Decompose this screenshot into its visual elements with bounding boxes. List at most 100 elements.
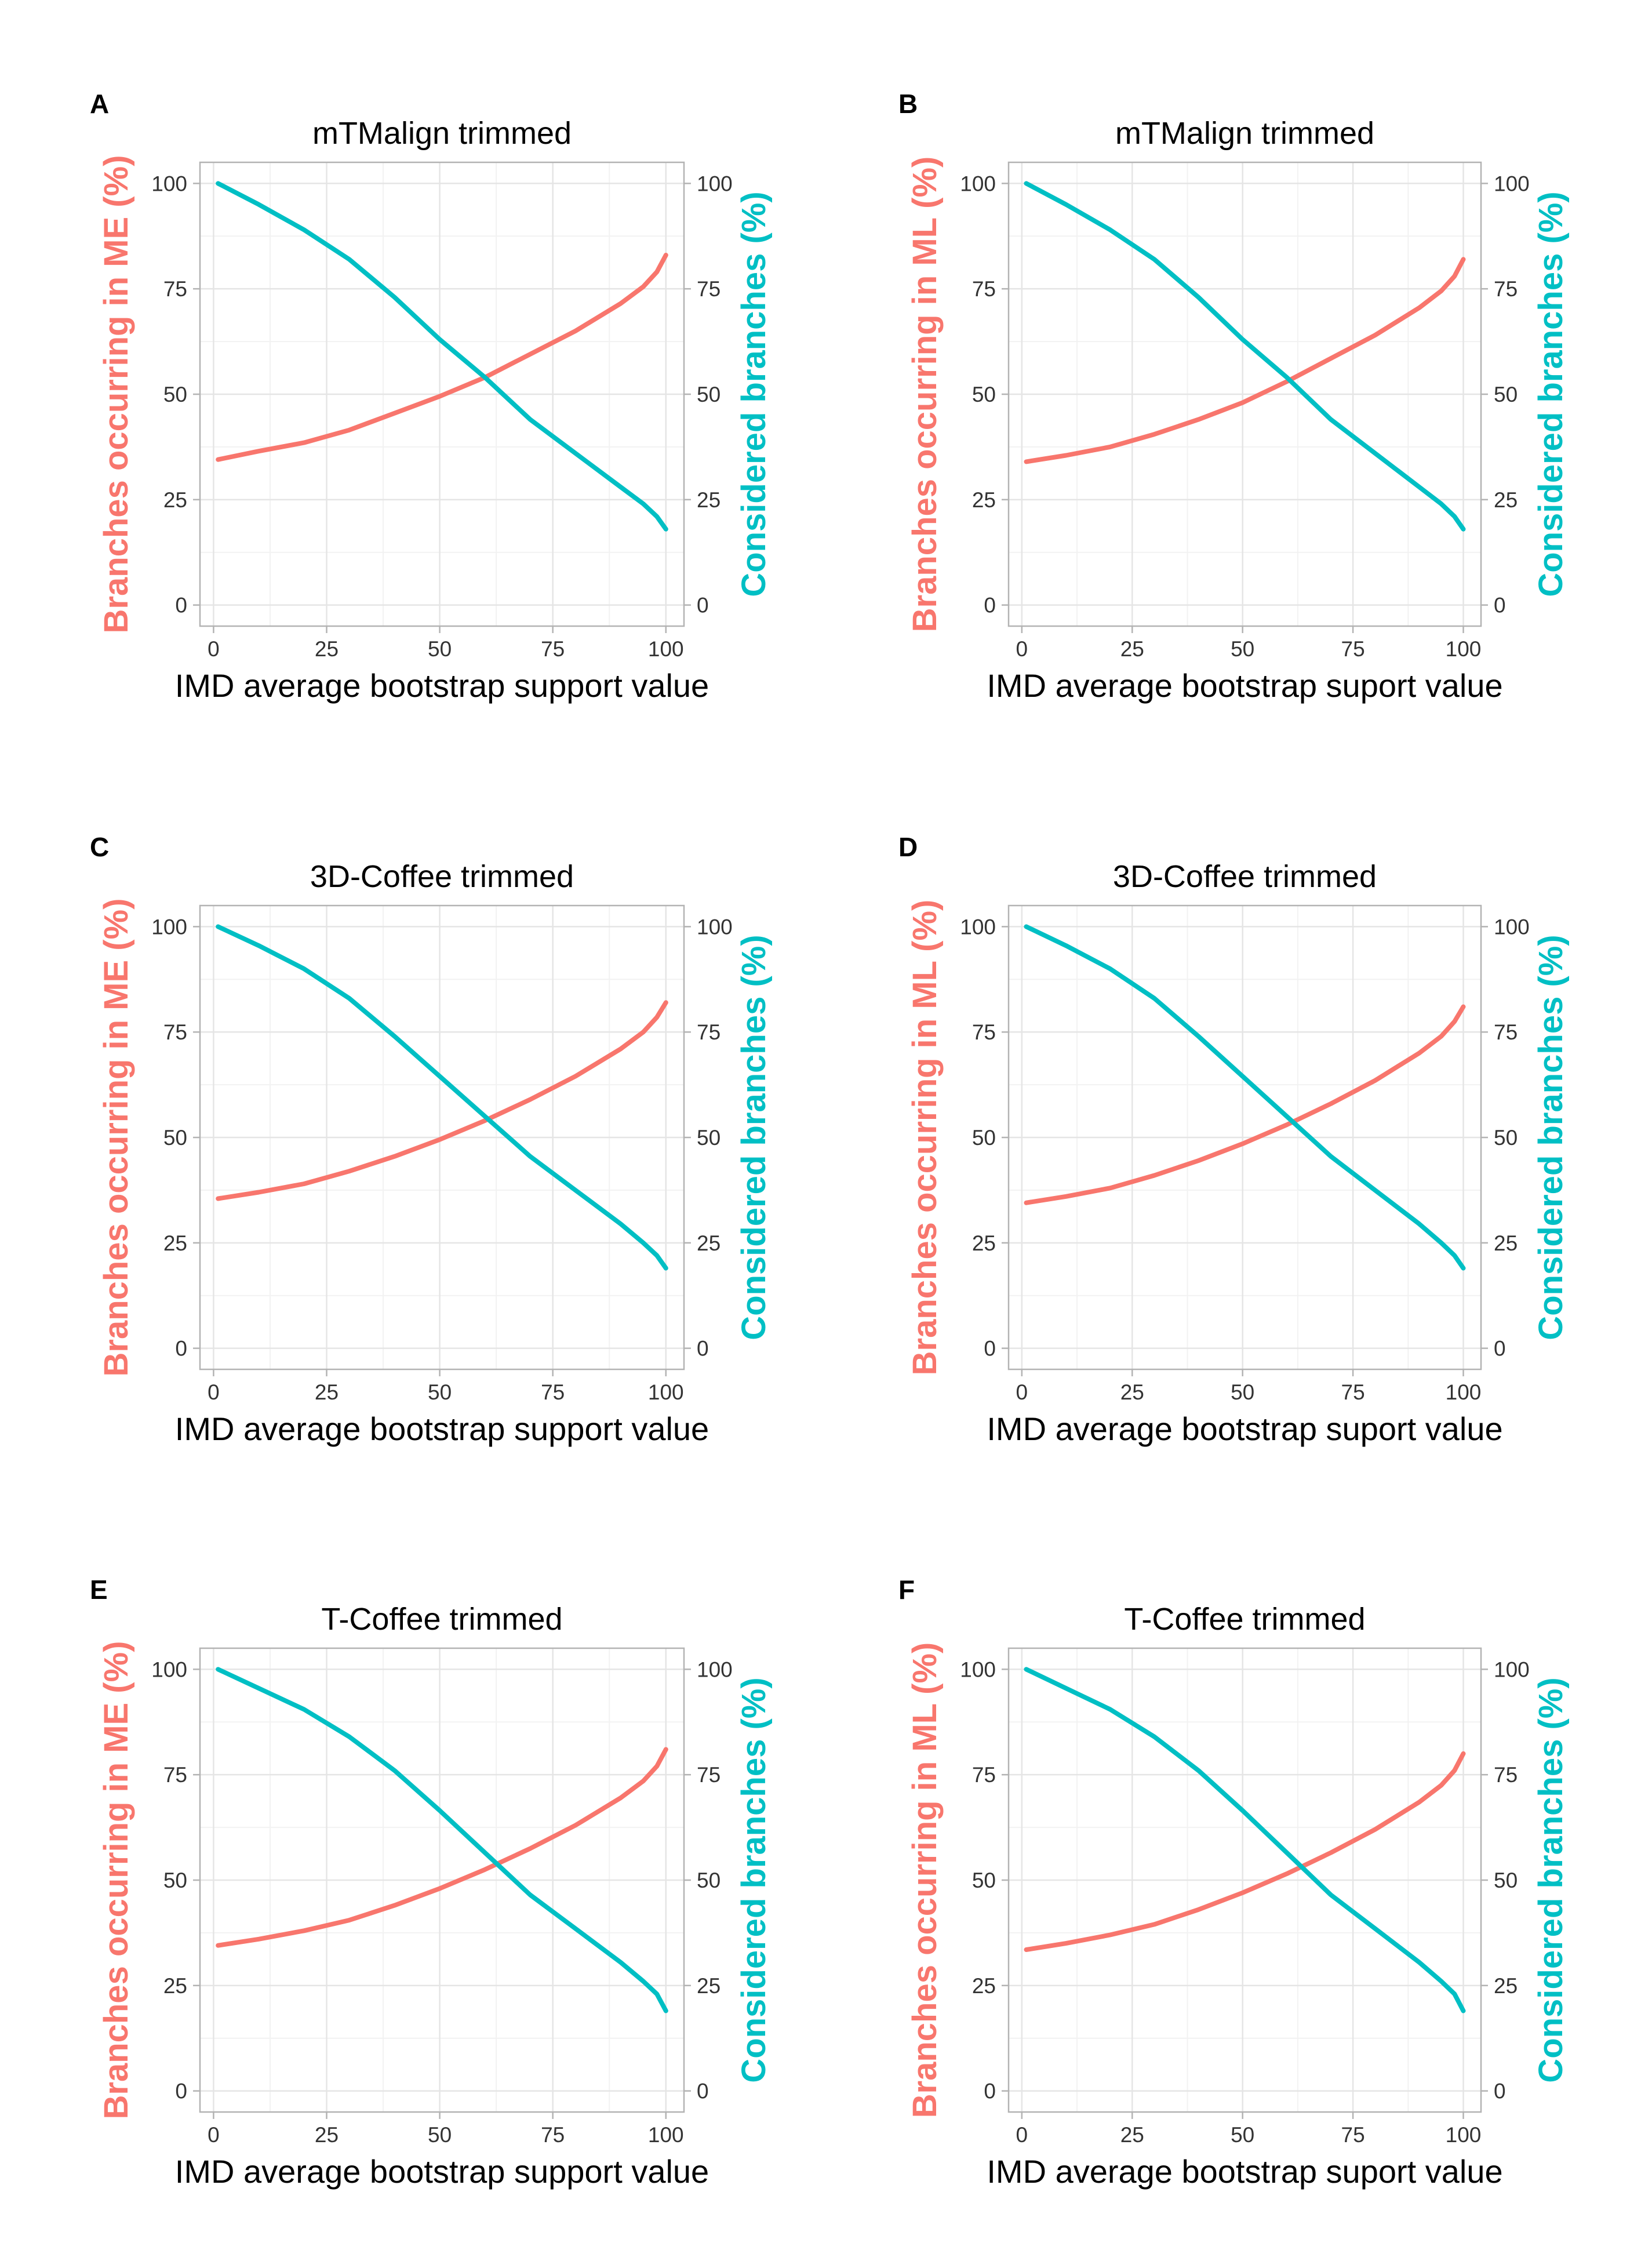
- y-tick-label-left: 100: [151, 1657, 187, 1681]
- grid: [1009, 906, 1481, 1369]
- x-tick-label: 75: [1341, 1380, 1365, 1404]
- y-tick-label-right: 75: [697, 1020, 721, 1044]
- y-tick-label-right: 50: [1494, 1869, 1518, 1892]
- y-tick-label-left: 50: [972, 1869, 996, 1892]
- y-tick-label-left: 50: [163, 383, 187, 406]
- panel-letter: D: [898, 832, 918, 862]
- y-tick-label-right: 25: [1494, 488, 1518, 512]
- y-tick-label-right: 0: [1494, 2080, 1506, 2103]
- chart-panel-b: 0 25 50 75 100 0 25 50 75 100 0 25 50 75 100 BmTMalign …: [898, 89, 1570, 704]
- grid: [1009, 1648, 1481, 2112]
- y-tick-label-left: 100: [960, 915, 996, 939]
- y-tick-label-left: 0: [175, 2080, 187, 2103]
- series-line-left: [216, 1000, 668, 1201]
- y-tick-label-left: 0: [984, 594, 996, 617]
- y-tick-label-left: 75: [972, 277, 996, 301]
- y-tick-label-right: 50: [1494, 383, 1518, 406]
- y-tick-label-left: 100: [960, 1657, 996, 1681]
- y-tick-label-left: 100: [151, 915, 187, 939]
- y-tick-label-left: 25: [972, 1231, 996, 1255]
- y-tick-label-left: 25: [163, 1974, 187, 1998]
- y-tick-label-right: 50: [697, 1869, 721, 1892]
- x-tick-label: 25: [315, 1380, 339, 1404]
- panel-letter: C: [90, 832, 109, 862]
- y-tick-label-right: 0: [697, 2080, 709, 2103]
- y-tick-label-left: 0: [175, 594, 187, 617]
- y-tick-label-right: 100: [1494, 915, 1530, 939]
- y-tick-label-right: 100: [697, 172, 733, 195]
- y-axis-label-left: Branches occurring in ME (%): [97, 155, 135, 633]
- x-tick-label: 100: [1446, 1380, 1482, 1404]
- x-tick-label: 100: [648, 1380, 684, 1404]
- chart-title: 3D-Coffee trimmed: [1113, 859, 1377, 894]
- x-tick-label: 50: [1231, 2123, 1254, 2147]
- x-tick-label: 50: [428, 637, 452, 661]
- grid: [1009, 162, 1481, 626]
- y-axis-label-left: Branches occurring in ML (%): [906, 900, 944, 1376]
- y-tick-label-left: 100: [960, 172, 996, 195]
- series-line-right: [216, 924, 668, 1271]
- x-axis-label: IMD average bootstrap suport value: [987, 667, 1502, 704]
- y-axis-label-left: Branches occurring in ME (%): [97, 1641, 135, 2119]
- x-tick-label: 75: [541, 1380, 565, 1404]
- panel-letter: B: [898, 89, 918, 119]
- x-tick-label: 25: [315, 637, 339, 661]
- y-tick-label-right: 0: [1494, 594, 1506, 617]
- y-tick-label-left: 0: [984, 2080, 996, 2103]
- series-line-right: [216, 1667, 668, 2013]
- x-tick-label: 100: [648, 2123, 684, 2147]
- chart-title: mTMalign trimmed: [312, 116, 572, 151]
- y-axis-label-right: Considered branches (%): [1532, 191, 1570, 597]
- chart-panel-e: 0 25 50 75 100 0 25 50 75 100 0 25 50 75 100 E T-Coffee …: [90, 1575, 773, 2190]
- x-tick-label: 0: [208, 2123, 220, 2147]
- x-axis-label: IMD average bootstrap suport value: [987, 1411, 1502, 1447]
- x-tick-label: 0: [1016, 2123, 1028, 2147]
- series-line-right: [1024, 924, 1466, 1271]
- x-tick-label: 100: [1446, 637, 1482, 661]
- y-tick-label-right: 100: [1494, 1657, 1530, 1681]
- panel-letter: E: [90, 1575, 108, 1605]
- x-tick-label: 0: [1016, 1380, 1028, 1404]
- chart-panel-f: 0 25 50 75 100 0 25 50 75 100 0 25 50 75 100 F T-Coffee …: [898, 1575, 1570, 2190]
- x-tick-label: 75: [1341, 2123, 1365, 2147]
- chart-title: 3D-Coffee trimmed: [310, 859, 574, 894]
- y-tick-label-left: 100: [151, 172, 187, 195]
- panel-letter: F: [898, 1575, 915, 1605]
- y-axis-label-left: Branches occurring in ML (%): [906, 1642, 944, 2118]
- y-tick-label-right: 0: [697, 1337, 709, 1361]
- x-tick-label: 25: [1120, 1380, 1144, 1404]
- y-axis-label-right: Considered branches (%): [1532, 1677, 1570, 2082]
- series-line-right: [1024, 1667, 1466, 2013]
- y-tick-label-right: 50: [697, 1126, 721, 1150]
- chart-title: T-Coffee trimmed: [1124, 1602, 1365, 1637]
- y-tick-label-right: 25: [1494, 1974, 1518, 1998]
- x-tick-label: 75: [1341, 637, 1365, 661]
- y-tick-label-right: 25: [697, 488, 721, 512]
- chart-panel-d: 0 25 50 75 100 0 25 50 75 100 0 25 50 75 100 D 3D-Coffee…: [898, 832, 1570, 1447]
- x-tick-label: 75: [541, 2123, 565, 2147]
- y-tick-label-left: 75: [163, 1763, 187, 1787]
- x-axis-label: IMD average bootstrap suport value: [987, 2153, 1502, 2190]
- y-tick-label-right: 25: [697, 1974, 721, 1998]
- x-tick-label: 0: [208, 637, 220, 661]
- x-tick-label: 25: [315, 2123, 339, 2147]
- y-tick-label-left: 25: [972, 1974, 996, 1998]
- y-tick-label-right: 100: [697, 915, 733, 939]
- y-axis-label-right: Considered branches (%): [735, 935, 773, 1340]
- y-tick-label-right: 50: [1494, 1126, 1518, 1150]
- y-axis-label-right: Considered branches (%): [735, 1677, 773, 2082]
- y-tick-label-left: 50: [163, 1126, 187, 1150]
- y-tick-label-left: 25: [972, 488, 996, 512]
- y-tick-label-left: 50: [972, 1126, 996, 1150]
- y-axis-label-right: Considered branches (%): [1532, 935, 1570, 1340]
- x-tick-label: 0: [1016, 637, 1028, 661]
- y-tick-label-right: 0: [697, 594, 709, 617]
- grid: [200, 906, 684, 1369]
- y-tick-label-right: 75: [697, 277, 721, 301]
- x-tick-label: 25: [1120, 2123, 1144, 2147]
- x-tick-label: 75: [541, 637, 565, 661]
- series-line-left: [216, 1747, 668, 1948]
- y-tick-label-right: 0: [1494, 1337, 1506, 1361]
- y-tick-label-left: 25: [163, 488, 187, 512]
- x-tick-label: 0: [208, 1380, 220, 1404]
